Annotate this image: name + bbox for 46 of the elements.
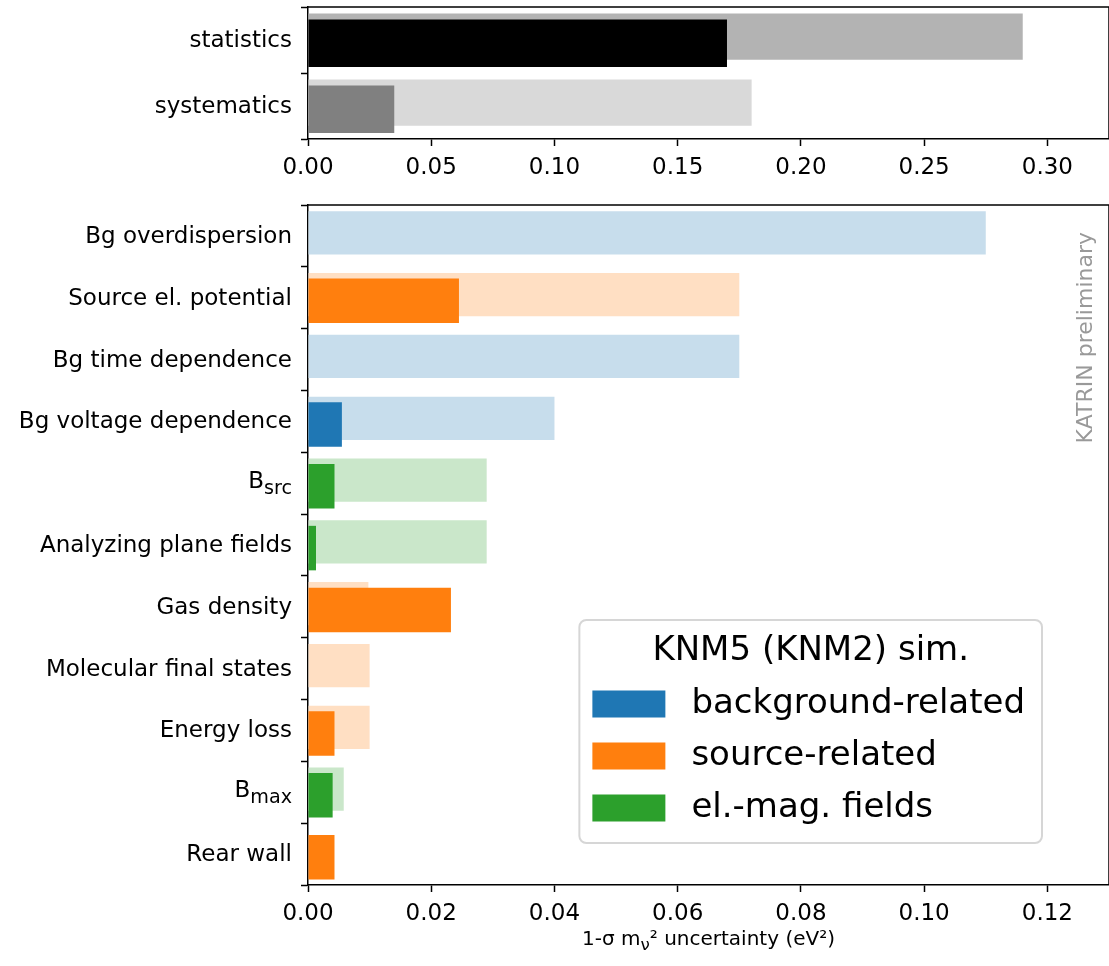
y-tick-label: Bg voltage dependence — [18, 407, 292, 436]
legend-label: el.-mag. fields — [691, 784, 934, 825]
bar — [308, 520, 487, 564]
bar — [308, 402, 342, 447]
bar — [308, 587, 451, 633]
bar — [308, 711, 335, 756]
bar — [308, 525, 317, 571]
x-tick-label: 0.04 — [528, 898, 581, 925]
x-tick-label: 0.10 — [528, 152, 581, 179]
bar — [308, 211, 986, 255]
bar — [308, 834, 335, 880]
y-tick-label: Gas density — [156, 593, 292, 621]
y-tick-label: Energy loss — [159, 716, 292, 745]
bar — [308, 278, 459, 324]
y-tick-label: Bg time dependence — [52, 345, 292, 374]
x-tick-label: 0.05 — [405, 152, 457, 179]
x-tick-label: 0.08 — [775, 898, 827, 925]
annotation: KATRIN preliminary — [1071, 232, 1097, 444]
y-tick-label: statistics — [189, 26, 292, 54]
x-tick-label: 0.30 — [1021, 152, 1073, 179]
y-tick-label: B$_{max}$ — [234, 776, 292, 809]
x-tick-label: 0.20 — [775, 152, 827, 179]
bar — [308, 334, 740, 379]
bar — [308, 643, 370, 688]
x-tick-label: 0.15 — [652, 152, 704, 179]
y-tick-label: Analyzing plane fields — [39, 531, 292, 559]
y-tick-label: B$_{src}$ — [248, 467, 292, 499]
x-tick-label: 0.02 — [405, 898, 457, 925]
legend-label: source-related — [691, 732, 937, 773]
bar — [308, 773, 333, 818]
y-tick-label: Molecular final states — [45, 654, 292, 683]
x-tick-label: 0.00 — [282, 152, 334, 179]
legend-label: background-related — [691, 680, 1025, 721]
bar — [308, 464, 335, 509]
legend-title: KNM5 (KNM2) sim. — [652, 627, 969, 668]
bar — [308, 85, 395, 134]
y-tick-label: Rear wall — [186, 840, 292, 868]
x-axis-title: 1-σ m$_{ν}$² uncertainty (eV²) — [581, 925, 836, 955]
x-tick-label: 0.12 — [1021, 898, 1073, 925]
x-tick-label: 0.25 — [898, 152, 950, 179]
y-tick-label: Source el. potential — [68, 283, 292, 312]
y-tick-label: Bg overdispersion — [85, 222, 292, 250]
x-tick-label: 0.10 — [898, 898, 950, 925]
x-tick-label: 0.00 — [282, 898, 334, 925]
y-tick-label: systematics — [154, 92, 292, 120]
x-tick-label: 0.06 — [652, 898, 704, 925]
